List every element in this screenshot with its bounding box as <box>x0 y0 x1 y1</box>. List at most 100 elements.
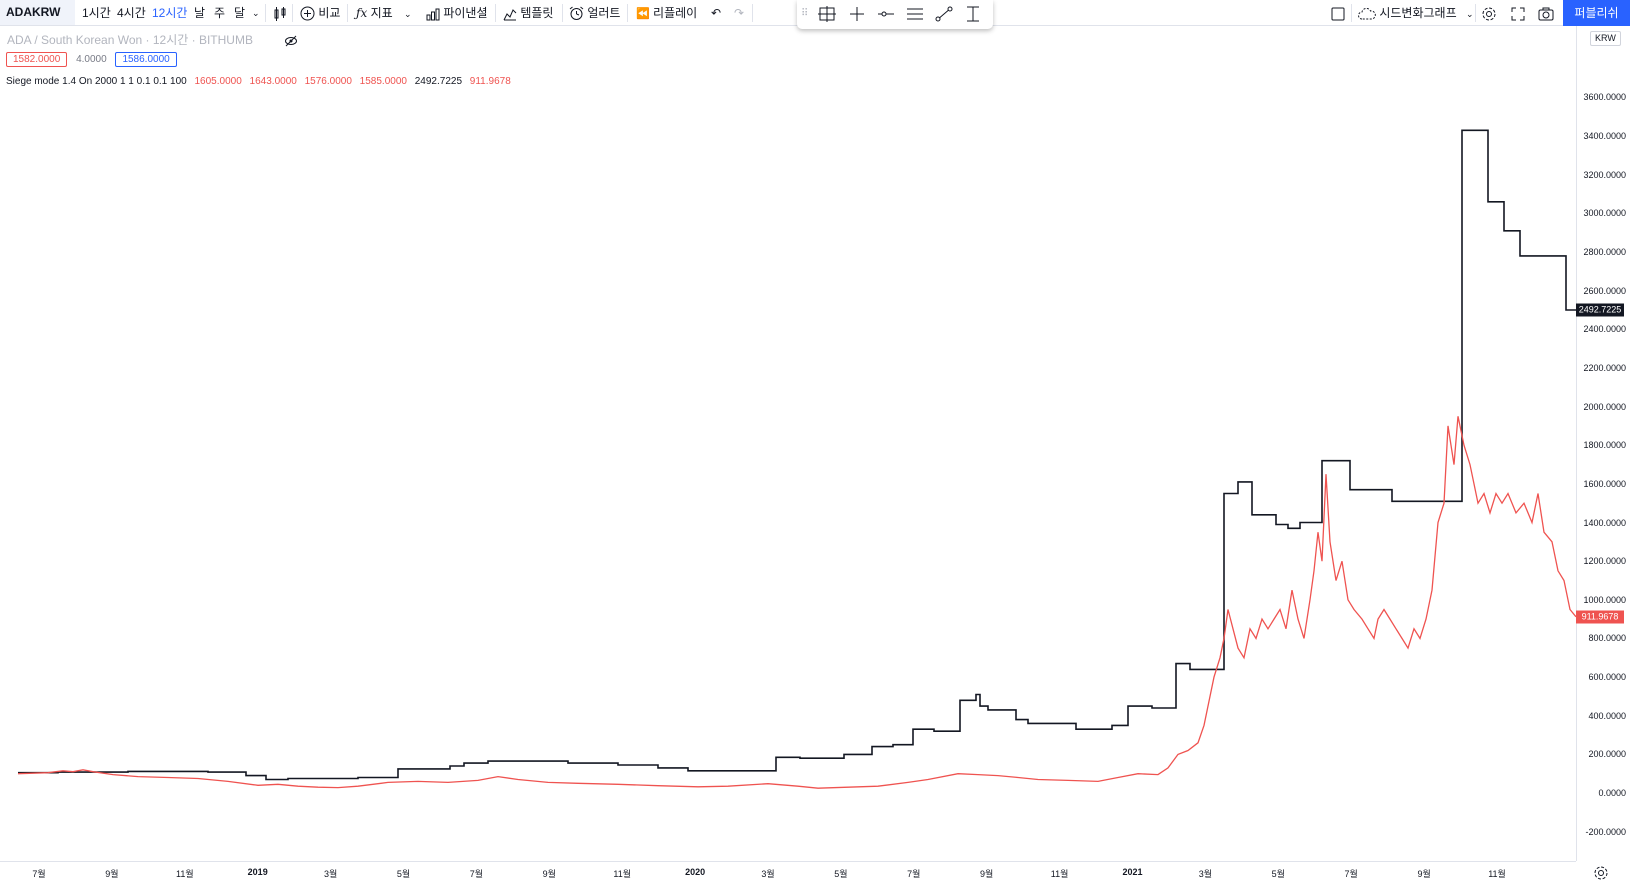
toolbar-divider <box>347 4 348 22</box>
bid-price[interactable]: 1582.0000 <box>6 52 68 67</box>
chart-type-button[interactable] <box>273 4 287 22</box>
price-axis[interactable]: 3600.0000 3400.0000 3200.0000 3000.0000 2800… <box>1576 26 1630 861</box>
toolbar-divider <box>1475 4 1476 22</box>
indicator-price-value: 911.9678 <box>469 76 511 87</box>
indicator-open: 1605.0000 <box>194 76 242 87</box>
interval-1h[interactable]: 1시간 <box>82 6 111 20</box>
indicator-close: 1585.0000 <box>359 76 407 87</box>
layout-name-button[interactable]: 시드변화그래프 ⌄ <box>1358 4 1474 22</box>
symbol-search[interactable]: ADAKRW <box>0 0 75 25</box>
time-tick-label: 2019 <box>247 867 268 877</box>
price-tick-label: 2800.0000 <box>1583 247 1626 258</box>
interval-week[interactable]: 주 <box>214 6 226 20</box>
horizontal-ray-icon[interactable] <box>876 5 896 23</box>
time-tick-label: 7월 <box>907 869 921 879</box>
rewind-icon: ⏪ <box>636 8 650 20</box>
toolbar-divider <box>292 4 293 22</box>
financials-label: 파이낸셜 <box>443 6 488 20</box>
compare-button[interactable]: 비교 <box>300 4 340 22</box>
fx-icon: ƒx <box>356 6 368 20</box>
alarm-clock-icon <box>569 6 584 21</box>
cloud-icon <box>1358 7 1376 20</box>
interval-day[interactable]: 날 <box>194 6 206 20</box>
layout-name-label: 시드변화그래프 <box>1379 6 1457 20</box>
redo-icon: ↷ <box>734 6 745 20</box>
measure-box-icon[interactable] <box>817 5 837 23</box>
redo-button[interactable]: ↷ <box>734 4 744 22</box>
spread-value: 4.0000 <box>76 54 107 65</box>
drawing-toolbar: ⠿ <box>797 0 993 29</box>
candles-icon <box>274 6 286 21</box>
price-tick-label: 800.0000 <box>1588 633 1626 644</box>
square-icon <box>1331 7 1345 21</box>
templates-button[interactable]: 템플릿 <box>503 4 553 22</box>
time-tick-label: 11월 <box>1050 869 1069 879</box>
interval-dropdown-icon[interactable]: ⌄ <box>252 8 260 18</box>
time-tick-label: 9월 <box>1417 869 1431 879</box>
last-seed-label: 2492.7225 <box>1576 303 1624 317</box>
symbol-title: ADA / South Korean Won · 12시간 · BITHUMB <box>7 33 253 47</box>
toolbar-divider <box>1351 4 1352 22</box>
toolbar-divider <box>562 4 563 22</box>
gear-icon[interactable] <box>1592 864 1610 882</box>
alert-button[interactable]: 얼러트 <box>569 4 620 22</box>
price-tick-label: 1600.0000 <box>1583 478 1626 489</box>
camera-icon <box>1538 7 1554 21</box>
fullscreen-button[interactable] <box>1511 4 1525 22</box>
trend-line-icon[interactable] <box>934 5 954 23</box>
indicators-button[interactable]: ƒx 지표 ⌄ <box>356 4 412 22</box>
interval-month[interactable]: 달 <box>234 6 246 20</box>
time-axis[interactable]: 7월 9월 11월 2019 3월 5월 7월 9월 11월 2020 3월 5월 7월 9월 11월 202… <box>0 861 1576 883</box>
parallel-lines-icon[interactable] <box>905 5 925 23</box>
time-tick-label: 5월 <box>396 869 411 879</box>
price-tick-label: 1400.0000 <box>1583 517 1626 528</box>
layout-square-button[interactable] <box>1331 4 1345 22</box>
settings-button[interactable] <box>1481 4 1497 22</box>
indicator-seed-value: 2492.7225 <box>414 76 463 87</box>
price-range-icon[interactable] <box>963 5 983 23</box>
financials-button[interactable]: 파이낸셜 <box>426 4 488 22</box>
price-tick-label: 3000.0000 <box>1583 208 1626 219</box>
price-tick-label: 200.0000 <box>1588 749 1626 760</box>
interval-4h[interactable]: 4시간 <box>117 6 146 20</box>
price-tick-label: 0.0000 <box>1598 788 1626 798</box>
eye-crossed-icon[interactable] <box>284 35 298 47</box>
undo-button[interactable]: ↶ <box>711 4 721 22</box>
compare-label: 비교 <box>318 6 341 20</box>
snapshot-button[interactable] <box>1538 4 1554 22</box>
price-tick-label: 2200.0000 <box>1583 362 1626 373</box>
time-tick-label: 3월 <box>1198 869 1213 879</box>
time-tick-label: 9월 <box>105 869 119 879</box>
alert-label: 얼러트 <box>587 6 621 20</box>
time-tick-label: 7월 <box>32 869 46 879</box>
price-series-line <box>17 416 1576 789</box>
chart-legend: ADA / South Korean Won · 12시간 · BITHUMB <box>7 31 298 48</box>
time-tick-label: 11월 <box>613 869 631 879</box>
toolbar-divider <box>752 4 753 22</box>
price-tick-label: 2400.0000 <box>1583 324 1626 335</box>
publish-button[interactable]: 퍼블리쉬 <box>1563 0 1630 26</box>
drag-handle-icon[interactable]: ⠿ <box>801 8 809 19</box>
crosshair-icon[interactable] <box>847 5 867 23</box>
time-tick-label: 7월 <box>1344 869 1358 879</box>
price-tick-label: 2600.0000 <box>1583 285 1626 296</box>
time-tick-label: 5월 <box>834 869 848 879</box>
gear-icon <box>1482 7 1496 21</box>
templates-label: 템플릿 <box>520 6 554 20</box>
price-tick-label: 1800.0000 <box>1583 440 1626 451</box>
last-price-label: 911.9678 <box>1576 610 1624 624</box>
interval-12h[interactable]: 12시간 <box>152 6 188 20</box>
ask-price[interactable]: 1586.0000 <box>115 52 177 67</box>
fullscreen-icon <box>1511 7 1525 21</box>
time-tick-label: 5월 <box>1271 869 1285 879</box>
price-tick-label: 2000.0000 <box>1583 401 1626 412</box>
time-tick-label: 7월 <box>469 869 484 879</box>
plus-circle-icon <box>300 6 315 21</box>
replay-button[interactable]: ⏪ 리플레이 <box>636 4 697 22</box>
price-tick-label: 600.0000 <box>1588 672 1626 683</box>
time-tick-label: 3월 <box>323 869 338 879</box>
price-tick-label: 1000.0000 <box>1583 594 1626 605</box>
indicator-name[interactable]: Siege mode 1.4 On 2000 1 1 0.1 0.1 100 <box>6 76 187 87</box>
toolbar-divider <box>627 4 628 22</box>
chart-plot-area[interactable] <box>0 26 1576 861</box>
